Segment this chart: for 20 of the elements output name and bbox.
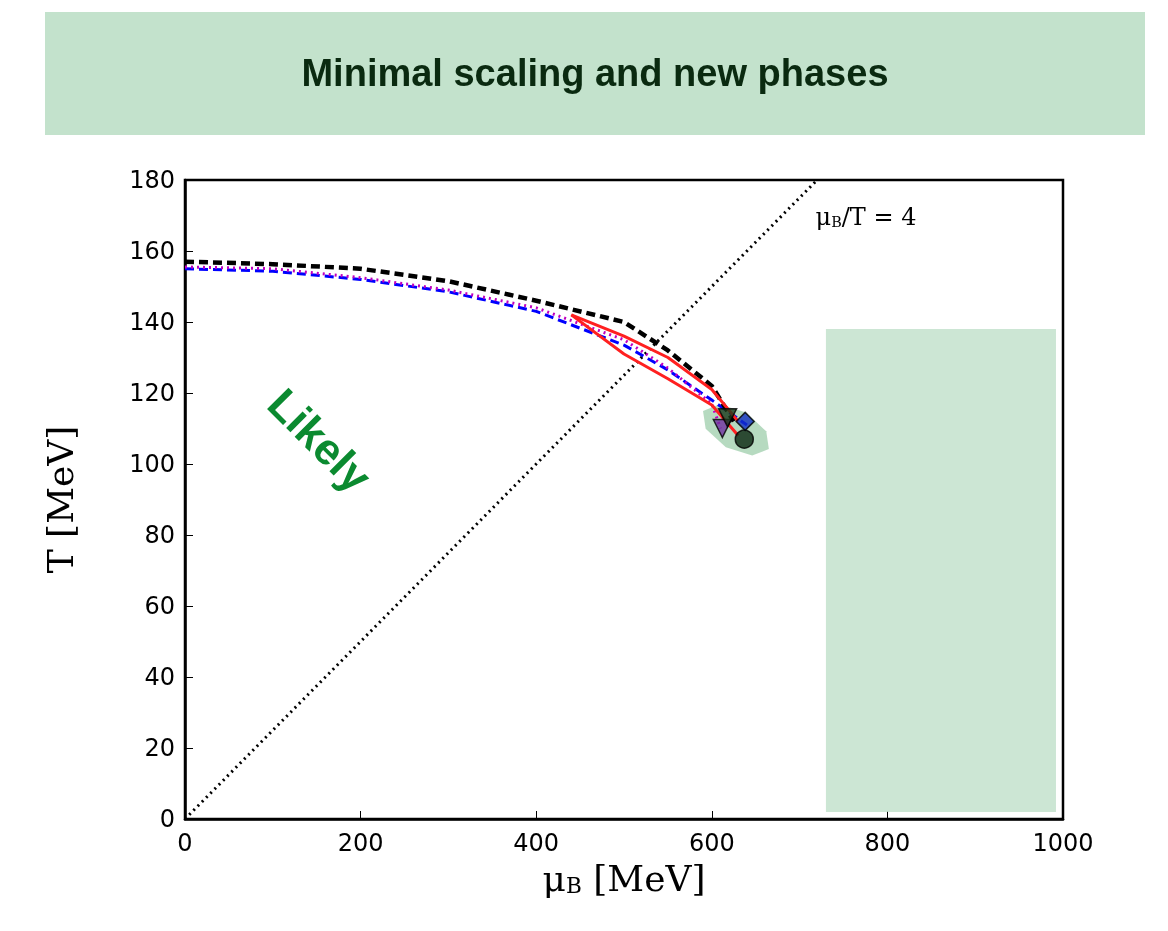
x-tick-label: 200 [337,829,384,857]
y-tick-label: 100 [129,450,175,478]
y-tick-label: 140 [129,308,175,336]
y-tick-label: 80 [144,521,175,549]
y-tick-label: 0 [159,805,175,833]
chart-title: Minimal scaling and new phases [45,12,1145,135]
y-axis-title: T [MeV] [39,425,81,574]
x-tick-label: 600 [688,829,735,857]
y-tick-label: 60 [144,592,175,620]
x-tick-label: 800 [864,829,911,857]
y-tick-label: 40 [144,663,175,691]
x-tick-label: 1000 [1032,829,1094,857]
y-tick-label: 20 [144,734,175,762]
x-axis-title: μB [MeV] [542,857,706,899]
y-tick-label: 120 [129,379,175,407]
annotation: μB/T = 4 [815,203,917,231]
y-tick-label: 160 [129,237,175,265]
x-tick-label: 0 [177,829,193,857]
x-tick-label: 400 [513,829,560,857]
y-tick-label: 180 [129,166,175,194]
